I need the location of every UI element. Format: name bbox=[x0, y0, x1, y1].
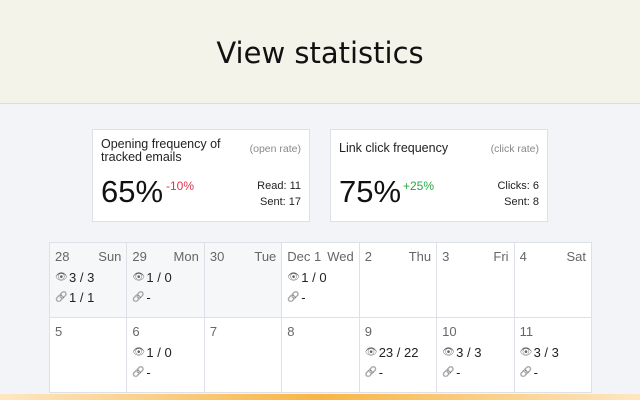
day-date: 28 bbox=[55, 249, 70, 264]
click-rate-value: 75% bbox=[339, 174, 402, 209]
card-title: Link click frequency bbox=[339, 141, 449, 155]
card-title: Opening frequency of tracked emails bbox=[101, 137, 221, 164]
link-icon: 🔗 bbox=[132, 292, 145, 303]
eye-icon: 👁 bbox=[442, 347, 455, 358]
day-name: Thu bbox=[408, 249, 432, 264]
clicks-value: - bbox=[146, 290, 151, 305]
opens-value: 3 / 3 bbox=[533, 345, 559, 360]
eye-icon: 👁 bbox=[519, 347, 533, 358]
calendar-day[interactable]: 4 Sat bbox=[514, 243, 592, 318]
sent-count: Sent: 8 bbox=[504, 196, 539, 208]
day-date: 8 bbox=[287, 324, 295, 339]
day-date: 11 bbox=[519, 324, 534, 339]
day-name: Mon bbox=[173, 249, 199, 264]
opens-value: 1 / 0 bbox=[146, 270, 172, 285]
eye-icon: 👁 bbox=[55, 272, 68, 283]
calendar-day[interactable]: 30 Tue bbox=[204, 243, 283, 318]
day-date: 10 bbox=[442, 324, 457, 339]
day-date: 9 bbox=[364, 324, 372, 339]
link-icon: 🔗 bbox=[364, 367, 378, 378]
day-date: 7 bbox=[209, 324, 218, 339]
day-date: Dec 1 bbox=[287, 249, 322, 264]
open-rate-card: Opening frequency of tracked emails (ope… bbox=[92, 129, 310, 222]
calendar-day[interactable]: 2 Thu bbox=[359, 243, 438, 318]
day-date: 4 bbox=[519, 249, 527, 264]
read-count: Read: 11 bbox=[257, 180, 301, 192]
day-date: 29 bbox=[132, 249, 147, 264]
clicks-value: 1 / 1 bbox=[69, 290, 95, 305]
link-icon: 🔗 bbox=[519, 367, 533, 378]
opens-value: 1 / 0 bbox=[301, 270, 327, 285]
click-rate-change: +25% bbox=[403, 179, 435, 193]
day-name: Sun bbox=[98, 249, 122, 264]
opens-value: 23 / 22 bbox=[378, 345, 419, 360]
open-rate-value: 65% bbox=[101, 174, 164, 209]
day-name: Tue bbox=[254, 249, 277, 264]
clicks-value: - bbox=[301, 290, 306, 305]
calendar-day[interactable]: 28 Sun 👁 3 / 3 🔗 1 / 1 bbox=[50, 243, 128, 318]
page-title: View statistics bbox=[216, 35, 424, 70]
eye-icon: 👁 bbox=[287, 272, 300, 283]
clicks-count: Clicks: 6 bbox=[497, 180, 539, 192]
calendar-day[interactable]: 7 bbox=[204, 318, 283, 393]
day-name: Wed bbox=[327, 249, 354, 264]
page-header: View statistics bbox=[0, 0, 640, 104]
opens-value: 1 / 0 bbox=[146, 345, 172, 360]
click-rate-card: Link click frequency (click rate) 75% +2… bbox=[330, 129, 548, 222]
link-icon: 🔗 bbox=[442, 367, 455, 378]
opens-value: 3 / 3 bbox=[456, 345, 482, 360]
link-icon: 🔗 bbox=[55, 292, 68, 303]
calendar-day[interactable]: 6 👁 1 / 0 🔗 - bbox=[127, 318, 205, 393]
calendar-day[interactable]: Dec 1 Wed 👁 1 / 0 🔗 - bbox=[282, 243, 360, 318]
day-date: 6 bbox=[132, 324, 140, 339]
calendar-day[interactable]: 8 bbox=[282, 318, 360, 393]
calendar-day[interactable]: 9 👁 23 / 22 🔗 - bbox=[359, 318, 438, 393]
opens-value: 3 / 3 bbox=[69, 270, 95, 285]
link-icon: 🔗 bbox=[132, 367, 145, 378]
day-date: 2 bbox=[364, 249, 372, 264]
link-icon: 🔗 bbox=[287, 292, 300, 303]
day-date: 5 bbox=[55, 324, 63, 339]
clicks-value: - bbox=[378, 365, 384, 380]
sent-count: Sent: 17 bbox=[260, 196, 301, 208]
day-name: Fri bbox=[493, 249, 509, 264]
day-date: 30 bbox=[209, 249, 225, 264]
card-subtitle: (click rate) bbox=[490, 143, 539, 155]
calendar-day[interactable]: 5 bbox=[50, 318, 128, 393]
clicks-value: - bbox=[146, 365, 151, 380]
calendar-day[interactable]: 11 👁 3 / 3 🔗 - bbox=[514, 318, 592, 393]
calendar-day[interactable]: 10 👁 3 / 3 🔗 - bbox=[437, 318, 515, 393]
eye-icon: 👁 bbox=[132, 272, 146, 283]
day-date: 3 bbox=[442, 249, 450, 264]
eye-icon: 👁 bbox=[132, 347, 146, 358]
progress-bar bbox=[0, 394, 640, 400]
open-rate-change: -10% bbox=[166, 179, 195, 193]
day-name: Sat bbox=[566, 249, 586, 264]
eye-icon: 👁 bbox=[364, 347, 378, 358]
clicks-value: - bbox=[456, 365, 461, 380]
calendar-grid: 28 Sun 👁 3 / 3 🔗 1 / 1 29 Mon 👁 1 / 0 🔗 -30 Tue Dec 1… bbox=[49, 242, 592, 393]
clicks-value: - bbox=[533, 365, 538, 380]
card-subtitle: (open rate) bbox=[249, 143, 301, 155]
calendar-day[interactable]: 3 Fri bbox=[437, 243, 515, 318]
calendar-day[interactable]: 29 Mon 👁 1 / 0 🔗 - bbox=[127, 243, 205, 318]
